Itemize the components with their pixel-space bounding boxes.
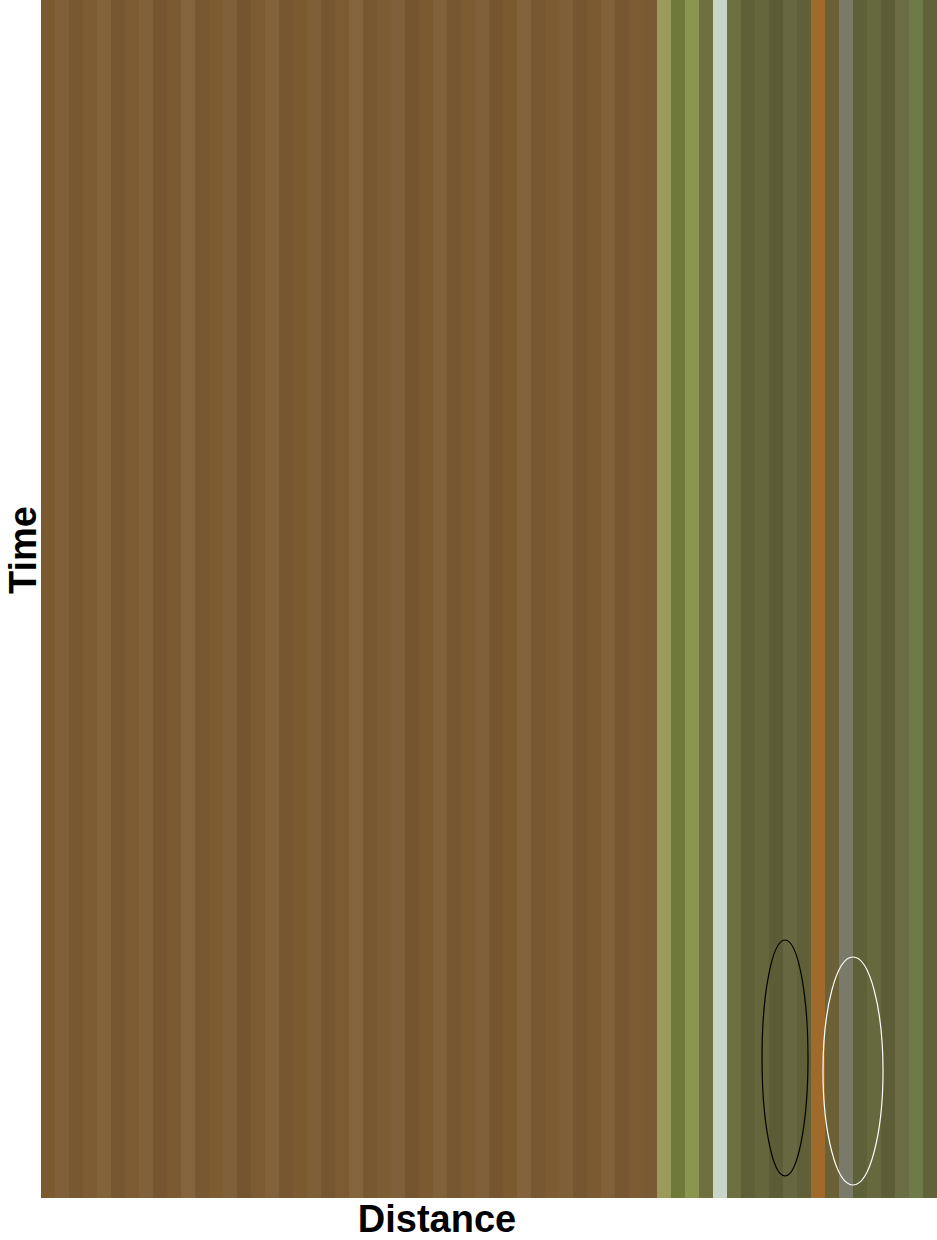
- stripe: [83, 0, 98, 1198]
- stripe: [741, 0, 756, 1198]
- stripe: [923, 0, 937, 1198]
- stripe: [55, 0, 70, 1198]
- stripe: [181, 0, 196, 1198]
- stripe: [307, 0, 322, 1198]
- annotation-ellipse: [823, 957, 883, 1185]
- stripe: [755, 0, 770, 1198]
- stripe: [447, 0, 462, 1198]
- stripe: [503, 0, 518, 1198]
- stripe: [405, 0, 420, 1198]
- stripe: [349, 0, 364, 1198]
- stripe: [587, 0, 602, 1198]
- chart: Distance Time: [0, 0, 937, 1240]
- stripe: [419, 0, 434, 1198]
- plot-area: [41, 0, 937, 1198]
- stripe: [153, 0, 168, 1198]
- stripe: [643, 0, 658, 1198]
- annotation-ellipse: [762, 940, 808, 1176]
- stripe: [671, 0, 686, 1198]
- stripe: [461, 0, 476, 1198]
- stripe: [713, 0, 728, 1198]
- stripe: [97, 0, 112, 1198]
- stripe: [685, 0, 700, 1198]
- stripe: [293, 0, 308, 1198]
- stripe: [853, 0, 868, 1198]
- stripe: [489, 0, 504, 1198]
- stripe: [125, 0, 140, 1198]
- stripe: [139, 0, 154, 1198]
- stripe: [69, 0, 84, 1198]
- stripe: [251, 0, 266, 1198]
- stripe: [699, 0, 714, 1198]
- stripe: [615, 0, 630, 1198]
- stripe: [825, 0, 840, 1198]
- stripe: [223, 0, 238, 1198]
- stripe: [909, 0, 924, 1198]
- stripe: [209, 0, 224, 1198]
- stripe: [811, 0, 826, 1198]
- stripe: [545, 0, 560, 1198]
- stripe: [279, 0, 294, 1198]
- stripe: [237, 0, 252, 1198]
- stripe: [433, 0, 448, 1198]
- stripe: [195, 0, 210, 1198]
- x-axis-title: Distance: [358, 1198, 516, 1240]
- stripe: [391, 0, 406, 1198]
- stripe: [797, 0, 812, 1198]
- stripe: [265, 0, 280, 1198]
- stripe: [881, 0, 896, 1198]
- stripe: [657, 0, 672, 1198]
- stripe: [839, 0, 854, 1198]
- stripe: [895, 0, 910, 1198]
- stripe: [167, 0, 182, 1198]
- stripe: [111, 0, 126, 1198]
- stripe: [475, 0, 490, 1198]
- stripe: [559, 0, 574, 1198]
- stripe: [377, 0, 392, 1198]
- stripe: [629, 0, 644, 1198]
- stripe: [41, 0, 56, 1198]
- stripe: [363, 0, 378, 1198]
- stripe: [531, 0, 546, 1198]
- stripe: [321, 0, 336, 1198]
- stripe: [783, 0, 798, 1198]
- stripe: [517, 0, 532, 1198]
- stripe: [335, 0, 350, 1198]
- stripe: [769, 0, 784, 1198]
- y-axis-title: Time: [2, 506, 44, 594]
- stripe: [573, 0, 588, 1198]
- stripe: [727, 0, 742, 1198]
- stripe: [601, 0, 616, 1198]
